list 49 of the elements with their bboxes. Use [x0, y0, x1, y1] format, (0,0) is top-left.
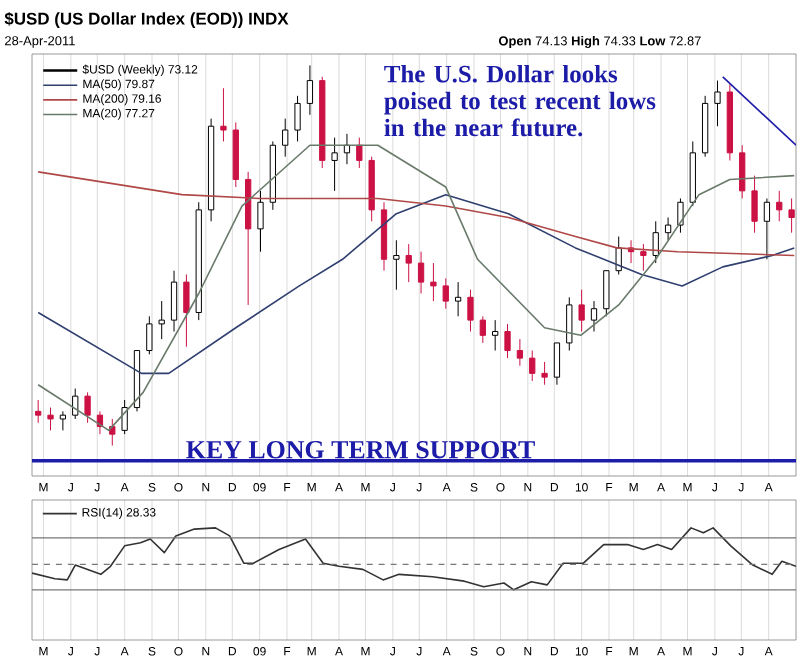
candlestick: [158, 300, 165, 340]
candlestick: [393, 239, 400, 291]
candlestick: [47, 407, 54, 431]
candlestick: [677, 197, 684, 234]
candlestick: [356, 137, 363, 169]
candlestick: [417, 251, 425, 295]
candlestick: [59, 410, 67, 431]
ref-line-label: KEY LONG TERM SUPPORT: [186, 440, 535, 459]
candlestick: [492, 319, 499, 352]
candlestick: [282, 118, 289, 158]
candlestick: [183, 274, 190, 348]
candlestick: [788, 197, 795, 234]
candlestick: [566, 296, 573, 352]
candlestick: [714, 80, 721, 127]
candlestick: [541, 361, 548, 386]
candlestick: [615, 235, 622, 275]
candlestick: [739, 144, 746, 199]
candlestick: [220, 87, 227, 142]
candlestick: [331, 137, 338, 192]
candlestick: [479, 315, 486, 344]
candlestick: [504, 323, 511, 359]
candlestick: [306, 64, 314, 116]
candlestick: [776, 190, 783, 222]
candlestick: [751, 175, 758, 234]
candlestick: [294, 95, 301, 142]
candlestick: [72, 388, 79, 420]
annotation: The U.S. Dollar looks poised to test recent lows in the near future.: [384, 64, 656, 137]
candlestick: [640, 243, 647, 272]
candlestick: [590, 300, 598, 333]
candlestick: [430, 262, 437, 302]
candlestick: [553, 342, 561, 386]
candlestick: [467, 289, 474, 333]
candlestick: [170, 270, 178, 333]
candlestick: [442, 277, 449, 310]
candlestick: [578, 289, 585, 333]
candlestick: [257, 190, 264, 253]
candlestick: [763, 197, 771, 260]
candlestick: [84, 391, 91, 424]
candlestick: [652, 220, 659, 264]
candlestick: [146, 315, 153, 355]
candlestick: [405, 243, 412, 283]
candlestick: [516, 338, 524, 367]
candlestick: [35, 399, 42, 424]
candlestick: [664, 216, 672, 241]
candlestick: [529, 350, 536, 382]
candlestick: [454, 281, 462, 317]
candlestick: [603, 270, 610, 317]
chart-title: $USD (US Dollar Index (EOD)) INDX: [4, 11, 289, 29]
candlestick: [121, 399, 128, 435]
